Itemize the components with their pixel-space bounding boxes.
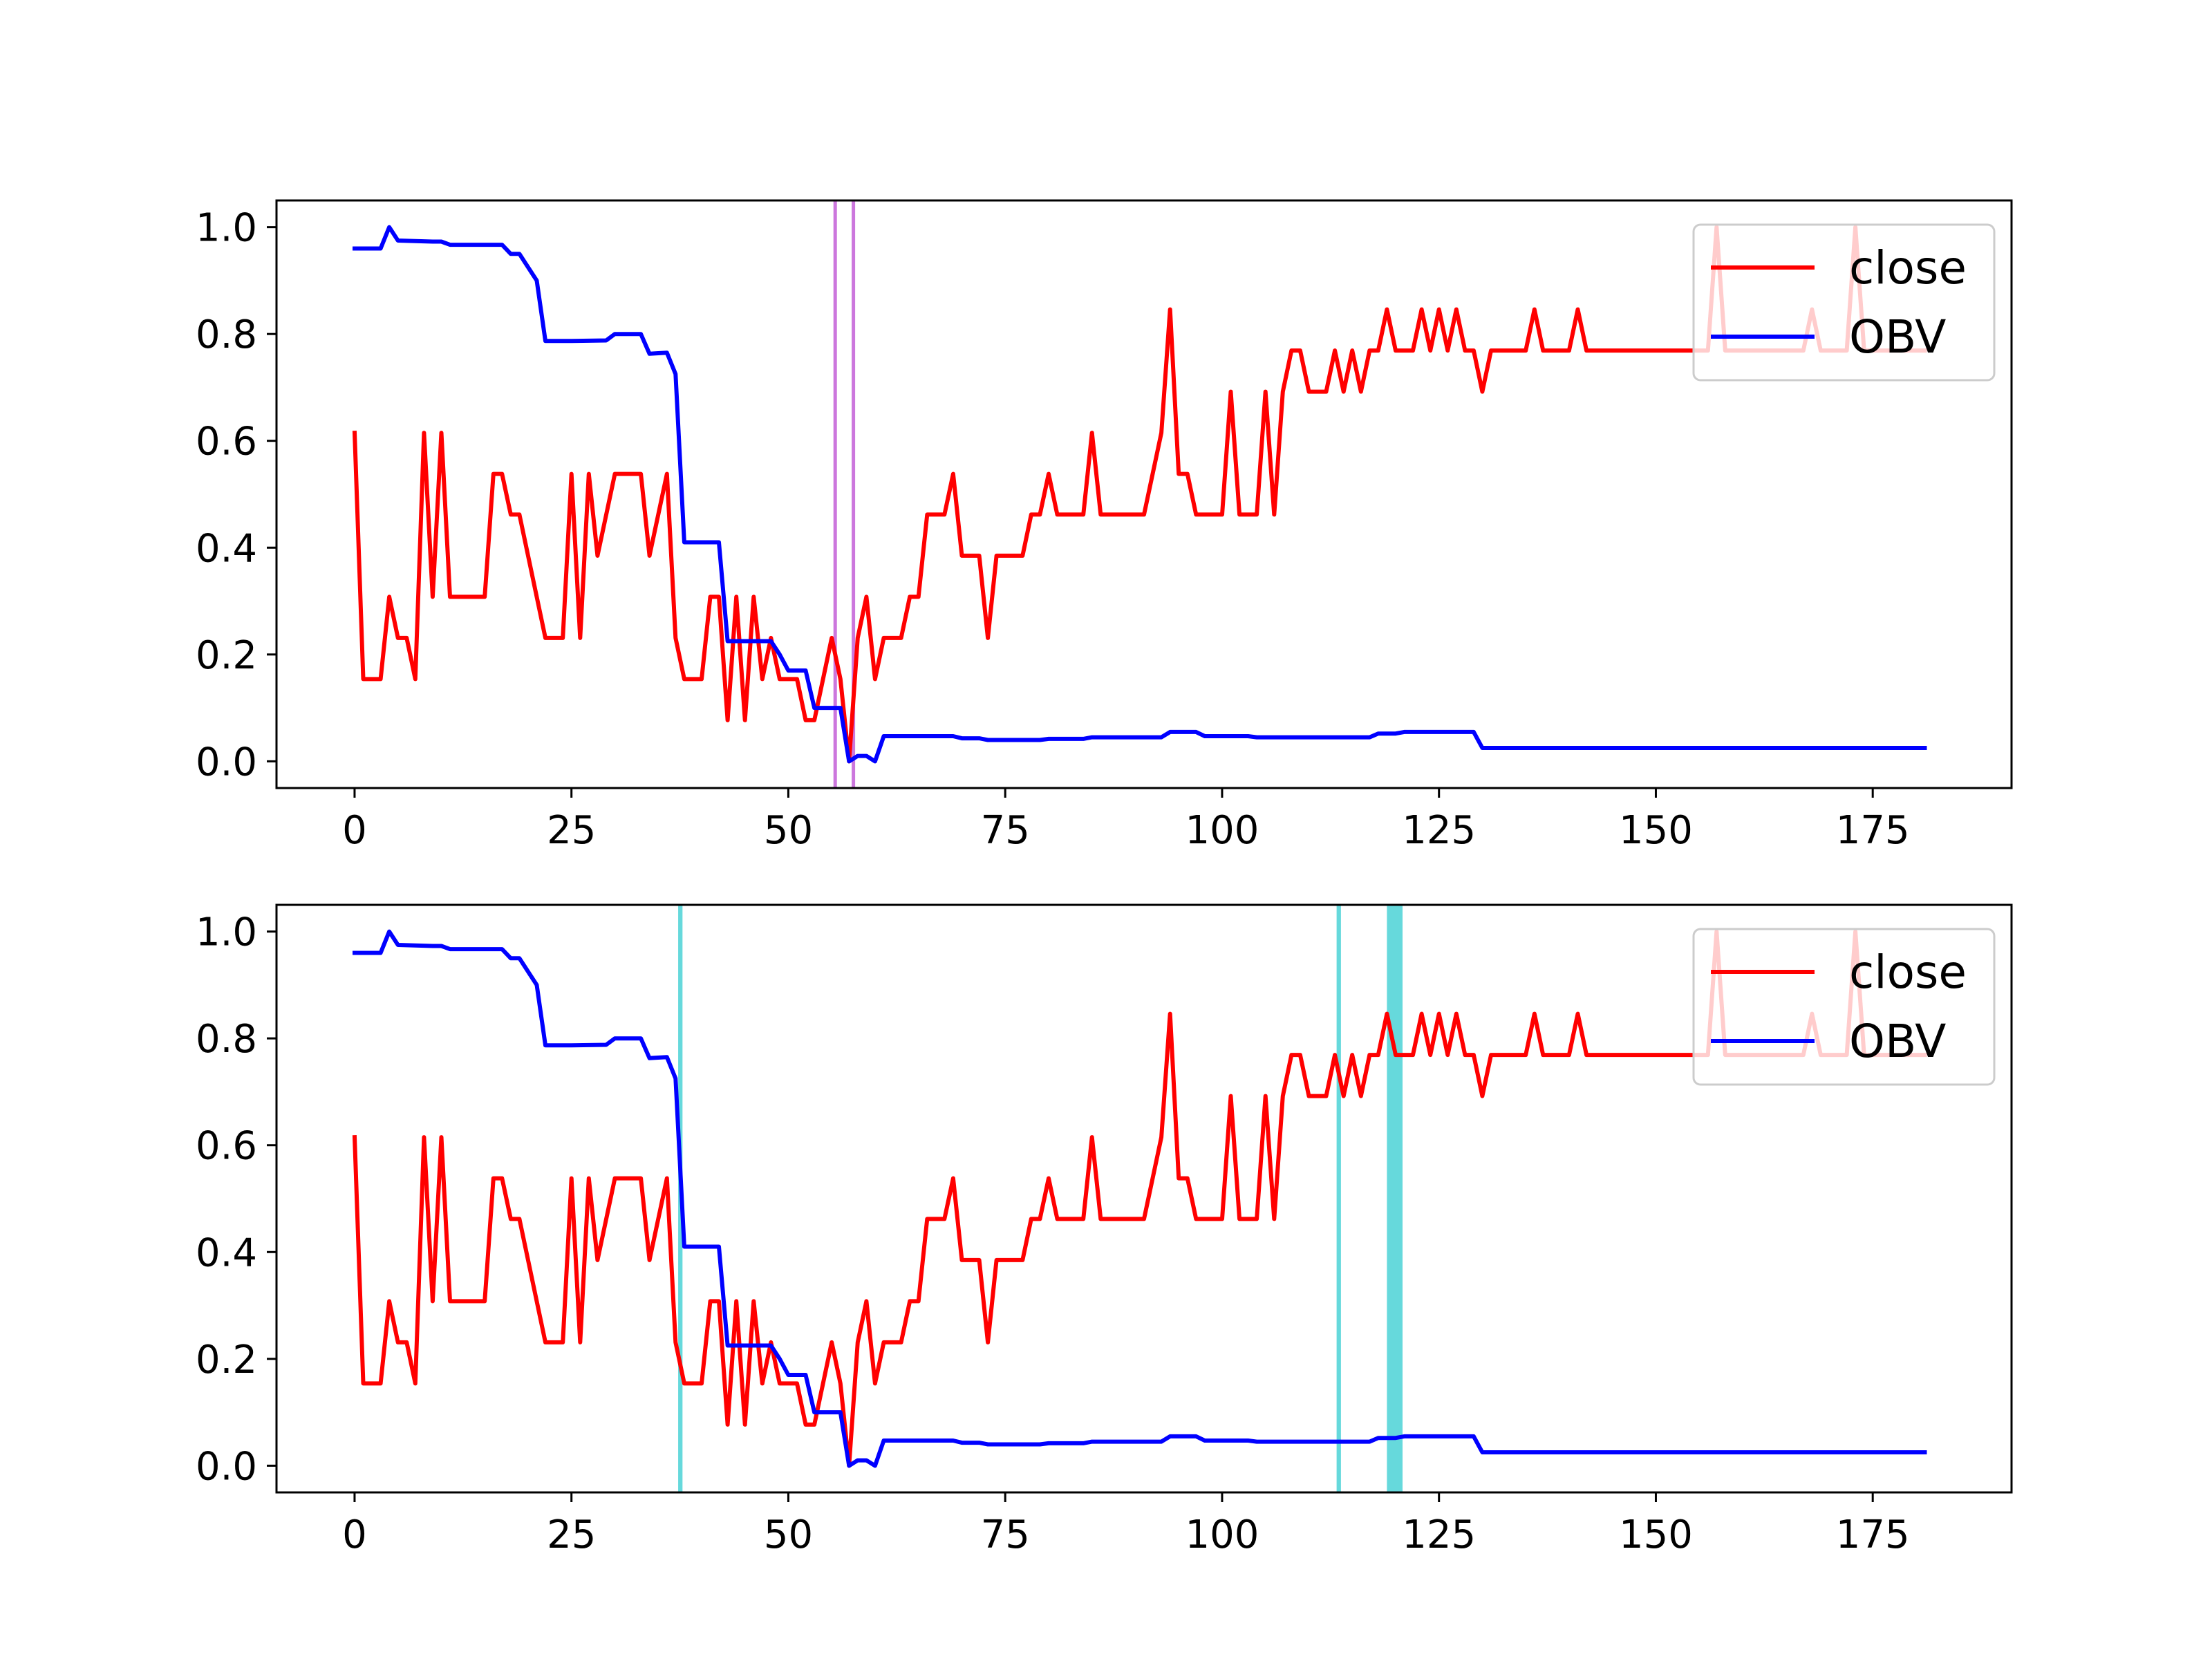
top-x-tick-label: 25 [547, 808, 596, 853]
bottom-x-tick-label: 0 [342, 1512, 367, 1557]
bottom-y-tick-label: 0.0 [196, 1444, 257, 1489]
bottom-series-line-close [352, 929, 1927, 1468]
bottom-series-line-obv [353, 929, 1927, 1468]
top-highlight-band-1 [833, 200, 837, 788]
bottom-y-tick-label: 0.8 [196, 1017, 257, 1062]
top-x-tick-label: 175 [1836, 808, 1910, 853]
bottom-x-tick-label: 125 [1402, 1512, 1476, 1557]
bottom-legend-label-obv: OBV [1849, 1015, 1946, 1068]
top-x-tick-label: 50 [764, 808, 813, 853]
bottom-x-tick-label: 175 [1836, 1512, 1910, 1557]
bottom-y-tick-label: 0.2 [196, 1338, 257, 1382]
bottom-x-tick-label: 50 [764, 1512, 813, 1557]
top-y-tick-label: 0.0 [196, 740, 257, 785]
top-x-tick-label: 0 [342, 808, 367, 853]
top-legend-label-obv: OBV [1849, 310, 1946, 364]
top-axes-frame [275, 199, 2013, 789]
top-x-tick-label: 150 [1619, 808, 1693, 853]
bottom-x-tick-label: 150 [1619, 1512, 1693, 1557]
top-x-tick-label: 100 [1185, 808, 1259, 853]
top-y-tick-label: 0.2 [196, 633, 257, 678]
bottom-highlight-band-3 [1387, 905, 1403, 1492]
top-series-line-close [352, 225, 1927, 764]
top-x-tick-label: 125 [1402, 808, 1476, 853]
top-legend-box [1692, 223, 1996, 382]
bottom-axes-frame [275, 903, 2013, 1494]
bottom-y-tick-label: 0.4 [196, 1230, 257, 1275]
bottom-panel: 0 25 50 75 100 125 150 175 0.0 0.2 0.4 0.6 0.8 1.0 clo… [196, 903, 2013, 1557]
top-panel: 0 25 50 75 100 125 150 175 0.0 0.2 0.4 0.6 0.8 1.0 clo… [196, 199, 2013, 853]
top-legend-label-close: close [1849, 241, 1967, 294]
top-highlight-band-2 [852, 200, 856, 788]
bottom-y-tick-label: 0.6 [196, 1124, 257, 1169]
top-y-tick-label: 0.6 [196, 420, 257, 465]
top-y-tick-label: 0.8 [196, 312, 257, 357]
bottom-y-tick-label: 1.0 [196, 910, 257, 955]
bottom-legend: close OBV [1692, 928, 1996, 1086]
bottom-x-tick-label: 75 [981, 1512, 1030, 1557]
bottom-legend-label-close: close [1849, 946, 1967, 999]
bottom-legend-box [1692, 928, 1996, 1086]
top-x-tick-label: 75 [981, 808, 1030, 853]
top-y-tick-label: 0.4 [196, 526, 257, 571]
top-y-tick-label: 1.0 [196, 206, 257, 251]
bottom-highlight-band-2 [1336, 905, 1341, 1492]
bottom-data-layer [352, 905, 1927, 1492]
top-series-line-obv [353, 225, 1927, 764]
top-data-layer [352, 200, 1927, 788]
bottom-x-tick-label: 25 [547, 1512, 596, 1557]
bottom-x-tick-label: 100 [1185, 1512, 1259, 1557]
top-legend: close OBV [1692, 223, 1996, 382]
